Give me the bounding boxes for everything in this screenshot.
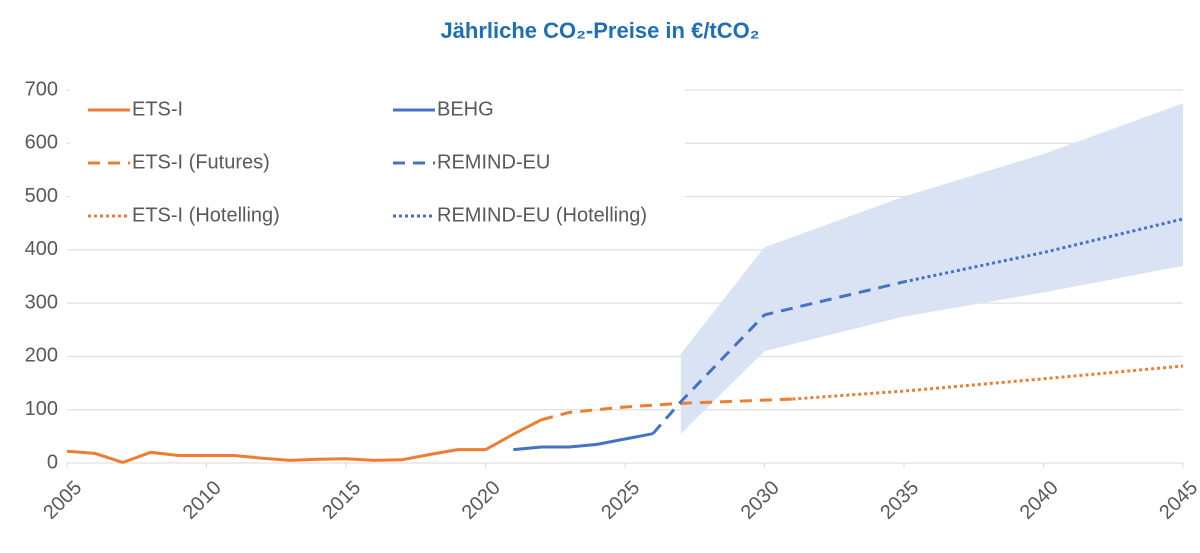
y-tick-label: 200 xyxy=(25,345,58,367)
legend-label: ETS-I (Futures) xyxy=(132,151,270,173)
series-line xyxy=(66,418,542,465)
chart-title: Jährliche CO₂-Preise in €/tCO₂ xyxy=(440,18,759,43)
y-tick-label: 700 xyxy=(25,78,58,100)
series-line xyxy=(651,280,905,435)
legend-label: ETS-I xyxy=(132,98,183,120)
legend-label: BEHG xyxy=(437,98,494,120)
uncertainty-band xyxy=(680,103,1183,434)
x-tick-label: 2040 xyxy=(1016,477,1063,524)
y-tick-label: 500 xyxy=(25,185,58,207)
legend-label: ETS-I (Hotelling) xyxy=(132,204,280,226)
legend-label: REMIND-EU (Hotelling) xyxy=(437,204,647,226)
x-tick-label: 2045 xyxy=(1155,477,1200,524)
series-line xyxy=(513,432,654,452)
x-tick-label: 2025 xyxy=(597,477,644,524)
legend-label: REMIND-EU xyxy=(437,151,550,173)
x-tick-label: 2035 xyxy=(876,477,923,524)
legend-box xyxy=(70,88,685,238)
x-tick-label: 2015 xyxy=(318,477,365,524)
x-tick-label: 2030 xyxy=(737,477,784,524)
y-tick-label: 300 xyxy=(25,291,58,313)
y-tick-label: 0 xyxy=(47,451,58,473)
y-tick-label: 400 xyxy=(25,238,58,260)
series-line xyxy=(540,397,793,422)
y-tick-label: 600 xyxy=(25,132,58,154)
y-tick-label: 100 xyxy=(25,398,58,420)
x-tick-label: 2005 xyxy=(39,477,86,524)
x-tick-label: 2020 xyxy=(458,477,505,524)
x-tick-label: 2010 xyxy=(179,477,226,524)
series-line xyxy=(792,364,1184,401)
